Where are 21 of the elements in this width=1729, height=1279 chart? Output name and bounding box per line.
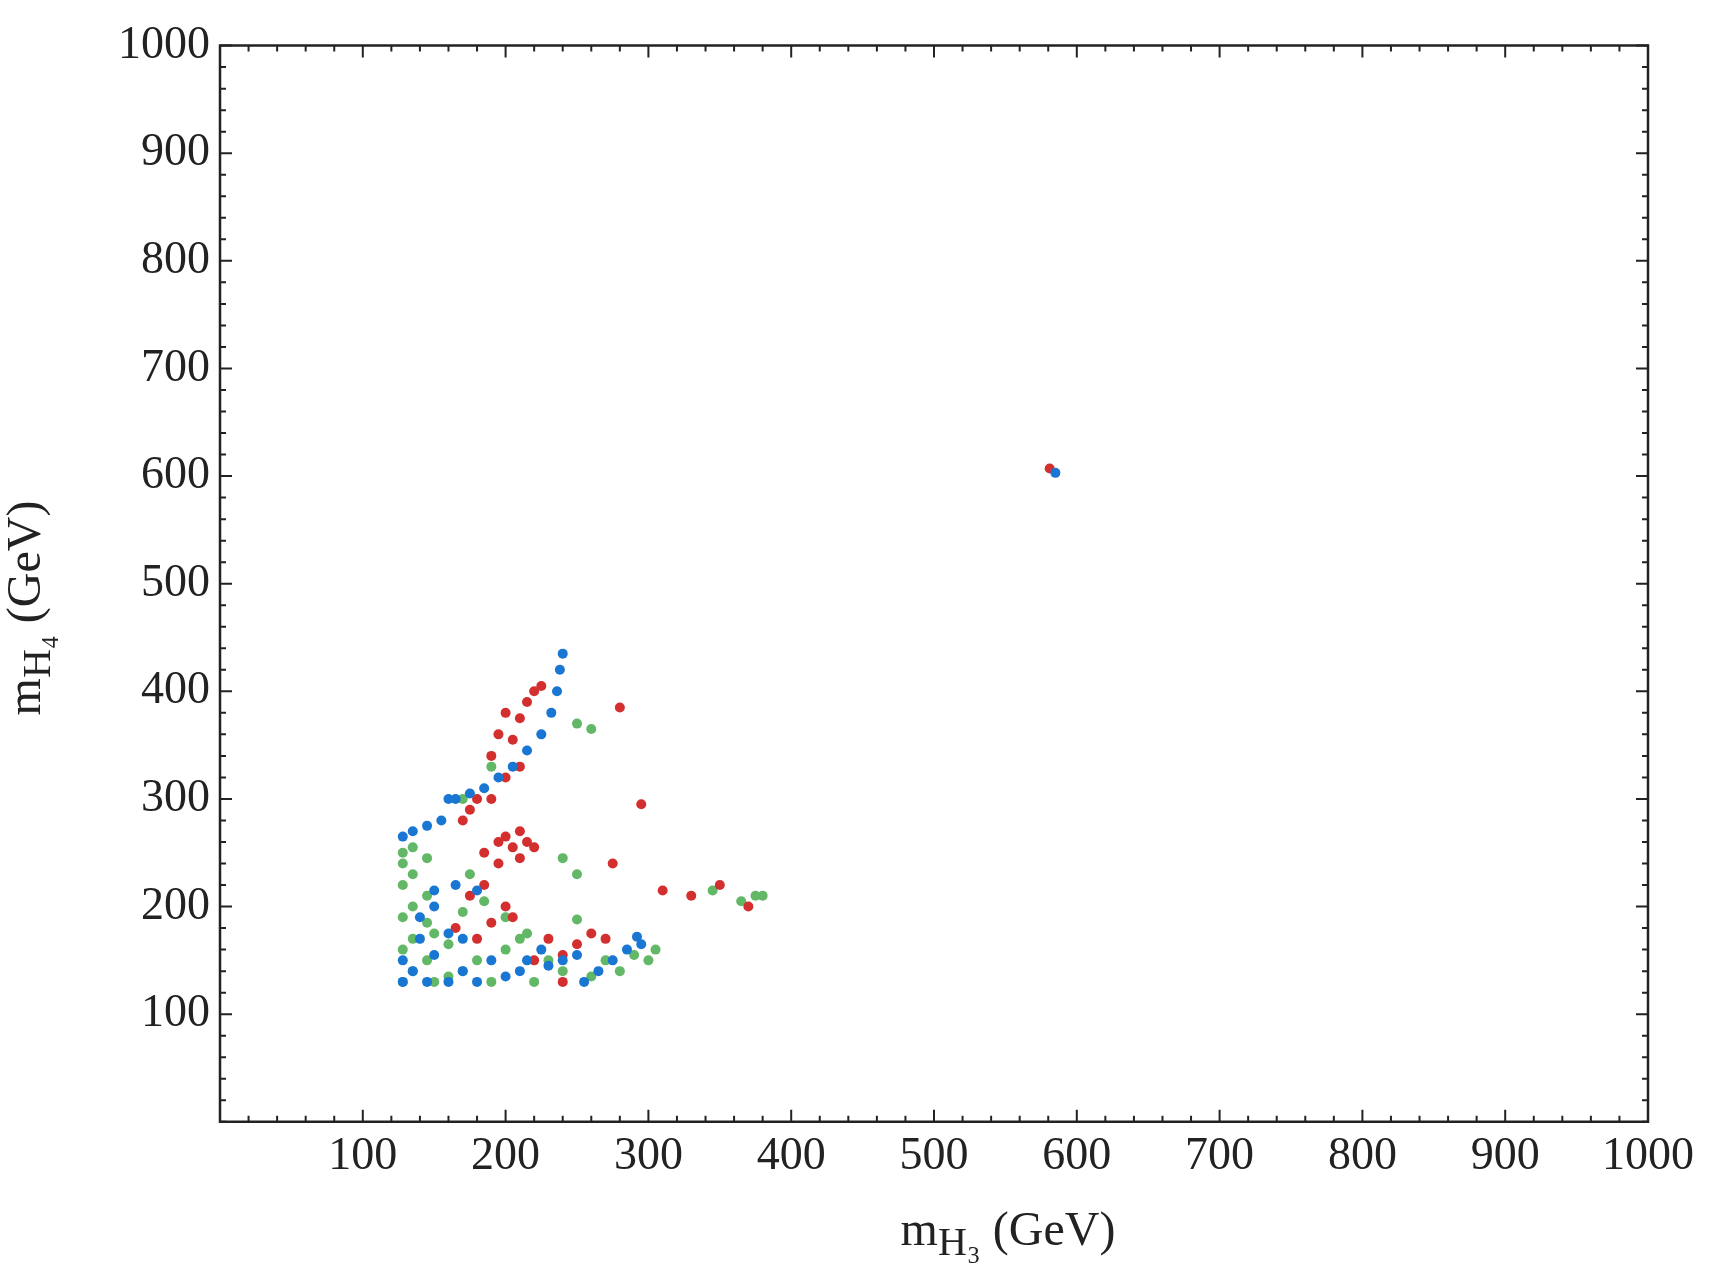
x-tick-label: 600 [1042, 1128, 1112, 1180]
y-tick-label: 900 [141, 124, 210, 176]
x-tick-label: 500 [899, 1128, 969, 1180]
y-tick-label: 500 [141, 554, 210, 606]
y-tick-label: 200 [141, 877, 210, 929]
y-tick-label: 100 [141, 985, 210, 1037]
x-tick-label: 700 [1185, 1128, 1255, 1180]
y-tick-label: 300 [141, 770, 210, 822]
x-tick-label: 200 [471, 1128, 541, 1180]
x-tick-label: 900 [1470, 1128, 1540, 1180]
x-tick-label: 1000 [1602, 1128, 1694, 1180]
x-tick-label: 800 [1327, 1128, 1397, 1180]
x-tick-label: 300 [613, 1128, 683, 1180]
y-tick-label: 600 [141, 447, 210, 499]
y-tick-label: 400 [141, 662, 210, 714]
y-tick-label: 800 [141, 231, 210, 283]
x-tick-label: 400 [756, 1128, 826, 1180]
x-axis-title: m$_{H₃}$ (GeV) [900, 1200, 1116, 1266]
x-tick-label: 100 [328, 1128, 398, 1180]
y-tick-label: 1000 [118, 16, 210, 68]
y-tick-label: 700 [141, 339, 210, 391]
